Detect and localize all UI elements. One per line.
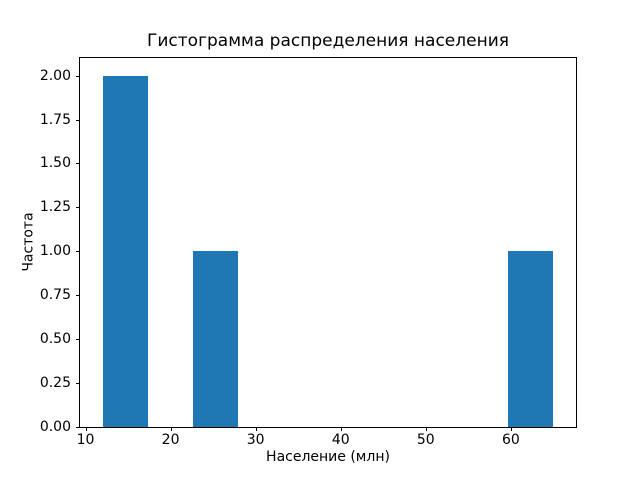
x-tick-label: 10 xyxy=(76,432,95,448)
y-tick-label: 0.75 xyxy=(39,287,71,304)
histogram-bar xyxy=(192,251,238,427)
y-tick-mark xyxy=(76,251,80,253)
x-tick-mark xyxy=(170,427,172,431)
histogram-bar xyxy=(508,251,554,427)
y-tick-mark xyxy=(76,163,80,165)
y-tick-mark xyxy=(76,207,80,209)
x-tick-label: 60 xyxy=(501,432,520,448)
y-tick-label: 0.00 xyxy=(39,419,71,435)
x-tick-label: 20 xyxy=(161,432,180,448)
y-tick-label: 0.25 xyxy=(39,375,71,392)
y-tick-mark xyxy=(76,75,80,77)
y-tick-label: 1.75 xyxy=(39,111,71,128)
y-tick-mark xyxy=(76,339,80,341)
chart-title: Гистограмма распределения населения xyxy=(147,31,509,51)
plot-area xyxy=(80,58,576,427)
y-tick-label: 1.50 xyxy=(39,155,71,172)
x-tick-label: 30 xyxy=(246,432,265,448)
y-tick-mark xyxy=(76,295,80,297)
x-tick-mark xyxy=(425,427,427,431)
x-tick-mark xyxy=(340,427,342,431)
y-axis-label: Частота xyxy=(20,212,37,272)
y-tick-label: 1.25 xyxy=(39,199,71,216)
x-tick-mark xyxy=(510,427,512,431)
y-tick-label: 1.00 xyxy=(39,243,71,260)
x-tick-label: 40 xyxy=(331,432,350,448)
x-tick-mark xyxy=(255,427,257,431)
x-tick-label: 50 xyxy=(416,432,435,448)
y-tick-mark xyxy=(76,427,80,428)
y-tick-label: 2.00 xyxy=(39,67,71,84)
y-tick-mark xyxy=(76,383,80,385)
histogram-bar xyxy=(102,75,148,427)
y-tick-label: 0.50 xyxy=(39,331,71,348)
x-tick-mark xyxy=(85,427,87,431)
x-axis-label: Население (млн) xyxy=(266,449,390,465)
y-tick-mark xyxy=(76,119,80,121)
